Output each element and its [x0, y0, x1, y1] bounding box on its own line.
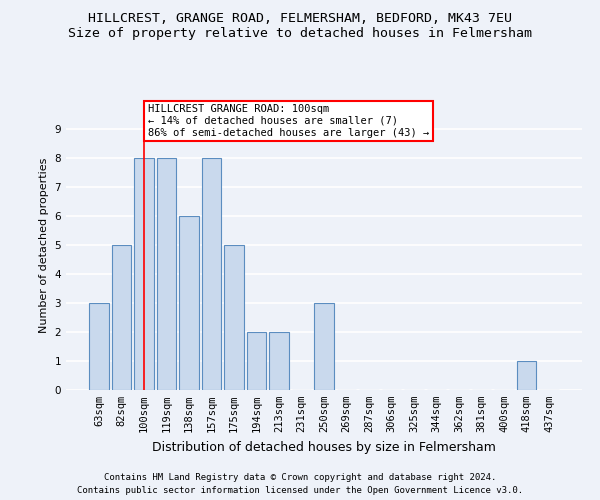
- Bar: [224, 245, 244, 390]
- Bar: [157, 158, 176, 390]
- Y-axis label: Number of detached properties: Number of detached properties: [39, 158, 49, 332]
- Text: Size of property relative to detached houses in Felmersham: Size of property relative to detached ho…: [68, 28, 532, 40]
- Text: HILLCREST GRANGE ROAD: 100sqm
← 14% of detached houses are smaller (7)
86% of se: HILLCREST GRANGE ROAD: 100sqm ← 14% of d…: [148, 104, 430, 138]
- Bar: [179, 216, 199, 390]
- Bar: [89, 303, 109, 390]
- Text: HILLCREST, GRANGE ROAD, FELMERSHAM, BEDFORD, MK43 7EU: HILLCREST, GRANGE ROAD, FELMERSHAM, BEDF…: [88, 12, 512, 26]
- Bar: [269, 332, 289, 390]
- Bar: [247, 332, 266, 390]
- X-axis label: Distribution of detached houses by size in Felmersham: Distribution of detached houses by size …: [152, 440, 496, 454]
- Bar: [314, 303, 334, 390]
- Text: Contains HM Land Registry data © Crown copyright and database right 2024.: Contains HM Land Registry data © Crown c…: [104, 472, 496, 482]
- Bar: [134, 158, 154, 390]
- Text: Contains public sector information licensed under the Open Government Licence v3: Contains public sector information licen…: [77, 486, 523, 495]
- Bar: [517, 361, 536, 390]
- Bar: [202, 158, 221, 390]
- Bar: [112, 245, 131, 390]
